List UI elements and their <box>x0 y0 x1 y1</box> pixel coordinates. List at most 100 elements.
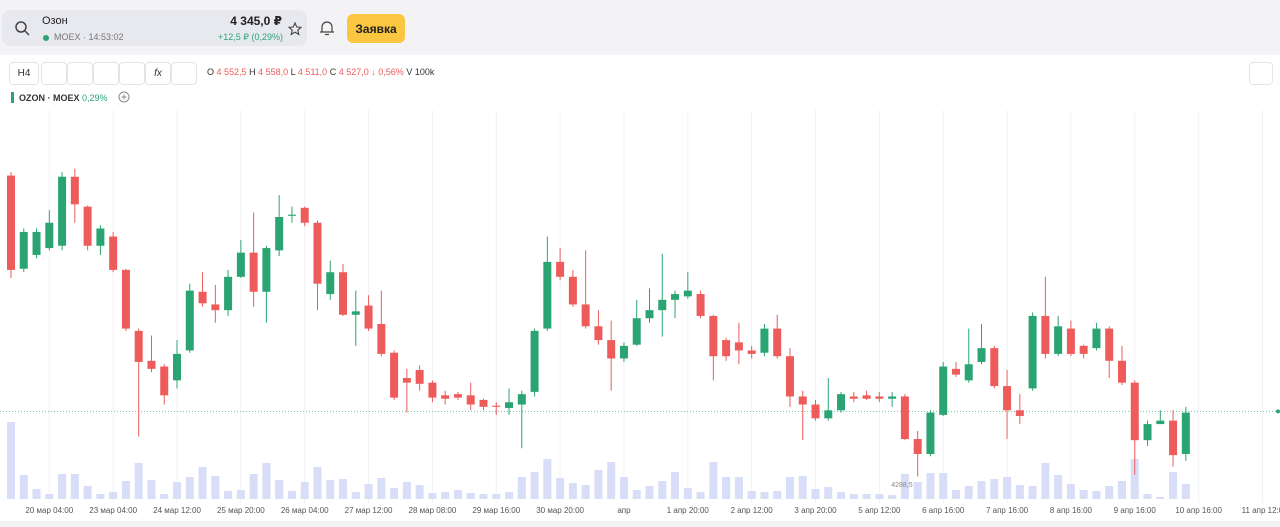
volume-bar <box>185 477 194 499</box>
candle-body <box>466 395 475 405</box>
candle-body <box>709 315 718 357</box>
volume-bar <box>964 486 973 499</box>
candle-body <box>58 176 67 246</box>
volume-bar <box>415 485 424 499</box>
instrument-name: Озон <box>42 15 68 27</box>
x-tick-label: 8 апр 16:00 <box>1050 506 1093 515</box>
volume-bar <box>211 476 220 499</box>
interval-button[interactable]: H4 <box>9 62 39 85</box>
x-tick-label: 23 мар 04:00 <box>89 506 137 515</box>
volume-bar <box>862 494 871 499</box>
volume-bar <box>326 480 335 499</box>
tool-button[interactable] <box>93 62 119 85</box>
candle-body <box>568 276 577 305</box>
instrument-card[interactable] <box>2 10 307 46</box>
candle-body <box>479 399 488 407</box>
candle-body <box>747 350 756 354</box>
candle-body <box>70 176 79 205</box>
volume-bar <box>747 491 756 499</box>
volume-bar <box>683 488 692 499</box>
volume-bar <box>402 482 411 499</box>
volume-bar <box>287 491 296 499</box>
volume-bar <box>83 486 92 499</box>
legend-symbol: OZON · MOEX <box>19 93 80 103</box>
candle-body <box>977 348 986 362</box>
candle-body <box>798 396 807 405</box>
candle-body <box>1015 410 1024 417</box>
tool-button[interactable] <box>119 62 145 85</box>
candle-body <box>632 318 641 345</box>
status-dot <box>43 35 49 41</box>
candle-body <box>134 330 143 362</box>
candle-body <box>198 291 207 304</box>
volume-bar <box>70 474 79 499</box>
candle-body <box>939 366 948 415</box>
volume-bar <box>517 477 526 499</box>
volume-bar <box>951 490 960 499</box>
volume-bar <box>632 490 641 499</box>
x-tick-label: 29 мар 16:00 <box>472 506 520 515</box>
add-icon[interactable] <box>118 91 130 103</box>
candle-body <box>1169 420 1178 456</box>
volume-bar <box>594 470 603 499</box>
ohlc-key: V <box>406 67 413 77</box>
favorite-icon[interactable] <box>288 22 302 36</box>
price-change: +12,5 ₽ (0,29%) <box>217 32 283 42</box>
candle-body <box>926 412 935 454</box>
candle-body <box>517 394 526 405</box>
candle-body <box>185 290 194 351</box>
ohlc-value: 100k <box>414 67 435 77</box>
candle-body <box>862 395 871 399</box>
x-tick-label: 1 апр 20:00 <box>667 506 710 515</box>
candle-body <box>364 305 373 329</box>
candle-body <box>492 405 501 407</box>
order-button[interactable]: Заявка <box>347 14 405 43</box>
candle-body <box>96 228 105 246</box>
volume-bar <box>875 494 884 499</box>
candle-body <box>160 366 169 396</box>
candle-body <box>671 294 680 300</box>
volume-bar <box>1041 463 1050 499</box>
volume-bar <box>364 484 373 499</box>
candle-body <box>83 206 92 246</box>
volume-bar <box>1181 484 1190 499</box>
x-tick-label: 27 мар 12:00 <box>345 506 393 515</box>
ohlc-value: 4 558,0 <box>258 67 289 77</box>
candle-body <box>45 222 54 249</box>
candle-body <box>7 175 15 270</box>
settings-button[interactable] <box>171 62 197 85</box>
indicator-button[interactable]: fx <box>145 62 171 85</box>
x-tick-label: 7 апр 16:00 <box>986 506 1029 515</box>
candle-body <box>556 261 565 277</box>
volume-bar <box>390 488 399 499</box>
candle-body <box>313 222 322 284</box>
legend-swatch <box>11 92 14 103</box>
candle-body <box>428 382 437 398</box>
candle-body <box>326 272 335 295</box>
volume-bar <box>811 489 820 499</box>
ai-button[interactable] <box>1249 62 1273 85</box>
alert-icon[interactable] <box>318 19 336 37</box>
candle-body <box>1054 326 1063 354</box>
volume-bar <box>224 491 233 499</box>
volume-bar <box>453 490 462 499</box>
candle-body <box>1143 424 1152 441</box>
volume-bar <box>173 482 182 499</box>
candle-body <box>1066 328 1075 354</box>
volume-bar <box>121 481 130 499</box>
candle-body <box>913 439 922 454</box>
candle-body <box>1092 328 1101 349</box>
volume-bar <box>236 490 245 499</box>
tool-button[interactable] <box>67 62 93 85</box>
volume-bar <box>1028 486 1037 499</box>
volume-bar <box>7 422 15 499</box>
candle-body <box>837 394 846 411</box>
candle-body <box>645 310 654 319</box>
candle-body <box>594 326 603 341</box>
ohlc-readout: O 4 552,5 H 4 558,0 L 4 511,0 C 4 527,0 … <box>207 67 434 77</box>
volume-bar <box>160 494 169 499</box>
volume-bar <box>109 492 118 499</box>
volume-bar <box>1079 490 1088 499</box>
ohlc-key: O <box>207 67 215 77</box>
tool-button[interactable] <box>41 62 67 85</box>
